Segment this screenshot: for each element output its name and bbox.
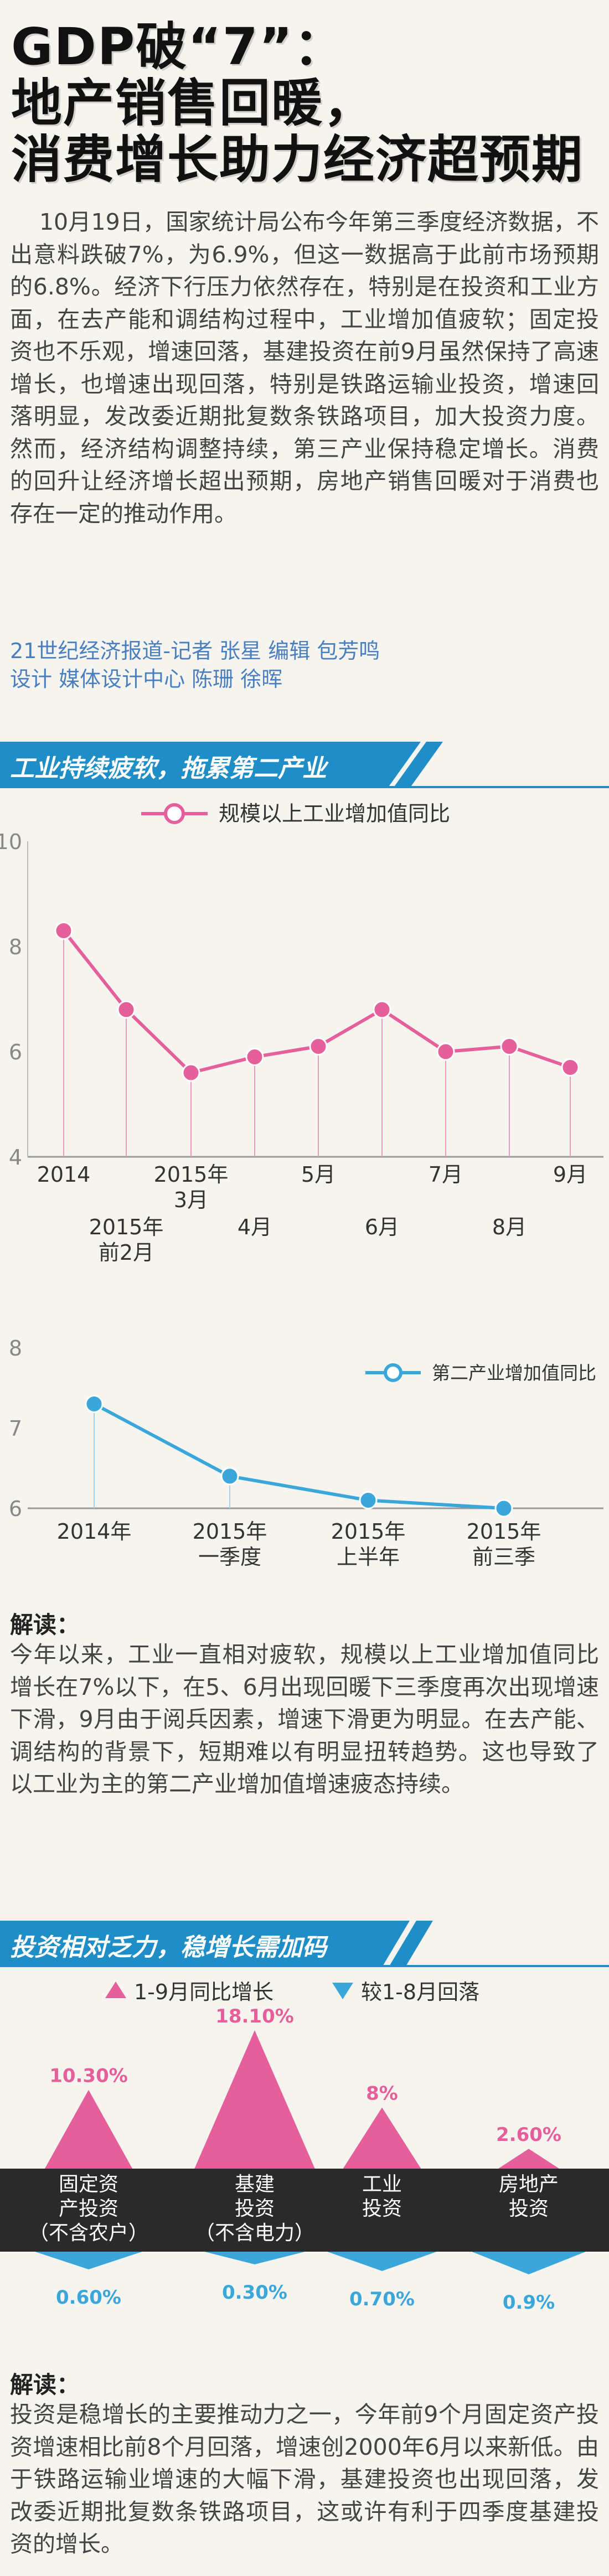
data-point <box>245 1048 264 1066</box>
decline-value-label: 0.70% <box>349 2288 415 2310</box>
growth-value-label: 10.30% <box>49 2065 128 2087</box>
investment-chart: 1-9月同比增长 较1-8月回落 10.30% 18.10% 8% 2.60% 0.60… <box>0 1980 609 2314</box>
section2-reading-label: 解读： <box>10 2371 80 2398</box>
credit-line-2: 设计 媒体设计中心 陈珊 徐晖 <box>10 667 283 691</box>
x-tick-label: 2015年前2月 <box>89 1215 164 1265</box>
title-line-1: GDP破“7”： <box>11 17 346 76</box>
series-line-secondary <box>93 1402 504 1510</box>
intro-paragraph: 10月19日，国家统计局公布今年第三季度经济数据，不出意料跌破7%，为6.9%，… <box>10 209 599 527</box>
category-label: 基建投资（不含电力） <box>195 2173 314 2244</box>
data-point <box>309 1037 328 1056</box>
legend-down-triangle <box>332 1983 353 1999</box>
growth-value-label: 8% <box>366 2083 398 2105</box>
x-tick-label: 2015年前三季 <box>467 1519 541 1569</box>
y-tick-label: 10 <box>0 830 22 854</box>
section2-banner: 投资相对乏力，稳增长需加码 <box>0 1921 609 1967</box>
title-line-3: 消费增长助力经济超预期 <box>11 130 584 189</box>
growth-triangle <box>44 2089 133 2169</box>
title-line-2: 地产销售回暖， <box>11 74 376 133</box>
y-tick-label: 8 <box>9 935 22 959</box>
data-point <box>494 1499 513 1518</box>
section1-reading-label: 解读： <box>10 1611 80 1638</box>
category-bar-background <box>0 2169 609 2252</box>
y-tick-label: 4 <box>9 1145 22 1170</box>
y-tick-label: 6 <box>9 1497 22 1521</box>
x-tick-label: 4月 <box>238 1215 272 1239</box>
y-tick-label: 7 <box>9 1416 22 1441</box>
y-tick-label: 8 <box>9 1336 22 1361</box>
growth-value-label: 2.60% <box>496 2124 561 2146</box>
x-tick-label: 2014 <box>37 1162 91 1187</box>
x-tick-label: 2014年 <box>57 1519 132 1544</box>
x-tick-label: 7月 <box>429 1162 463 1187</box>
x-tick-label: 2015年 3月 <box>154 1162 229 1212</box>
section1-banner-title: 工业持续疲软，拖累第二产业 <box>10 754 327 783</box>
data-point <box>359 1491 378 1509</box>
credit-line-1: 21世纪经济报道-记者 张星 编辑 包芳鸣 <box>10 639 380 663</box>
legend-label: 第二产业增加值同比 <box>432 1362 596 1384</box>
section2-reading-text: 投资是稳增长的主要推动力之一，今年前9个月固定资产投资增速相比前8个月回落，增速… <box>10 2401 599 2557</box>
growth-triangle <box>194 2030 315 2169</box>
x-tick-label: 9月 <box>553 1162 587 1187</box>
y-tick-label: 6 <box>9 1040 22 1064</box>
decline-value-label: 0.30% <box>222 2282 287 2304</box>
secondary-industry-chart: 6 7 8 2014年 2015年一季度 2015年上半年 2015年前三季 第二产业增加… <box>9 1336 603 1569</box>
category-label: 房地产投资 <box>499 2173 559 2220</box>
legend-up-label: 1-9月同比增长 <box>134 1980 273 2004</box>
decline-triangle <box>204 2252 305 2264</box>
data-point <box>117 1000 136 1019</box>
data-point <box>500 1037 519 1056</box>
category-label: 固定资产投资（不含农户） <box>29 2173 148 2244</box>
legend-up-triangle <box>105 1982 126 1998</box>
data-point <box>182 1063 200 1082</box>
legend-down-label: 较1-8月回落 <box>361 1980 479 2004</box>
x-tick-label: 5月 <box>301 1162 336 1187</box>
x-tick-label: 2015年上半年 <box>331 1519 406 1569</box>
growth-triangle <box>343 2107 421 2169</box>
decline-value-label: 0.60% <box>56 2287 121 2309</box>
x-tick-label: 6月 <box>365 1215 399 1239</box>
decline-triangle <box>327 2252 437 2271</box>
data-point <box>561 1058 580 1077</box>
category-label: 工业投资 <box>362 2173 402 2220</box>
x-tick-label: 8月 <box>492 1215 527 1239</box>
decline-triangle <box>35 2252 142 2269</box>
decline-triangle <box>472 2252 586 2274</box>
section1-reading-text: 今年以来，工业一直相对疲软，规模以上工业增加值同比增长在7%以下，在5、6月出现… <box>10 1641 599 1797</box>
decline-value-label: 0.9% <box>503 2291 555 2314</box>
section2-banner-title: 投资相对乏力，稳增长需加码 <box>10 1933 327 1962</box>
data-point <box>220 1467 239 1486</box>
legend-marker <box>164 803 185 824</box>
data-point <box>373 1000 391 1019</box>
growth-value-label: 18.10% <box>215 2005 294 2027</box>
data-point <box>54 922 73 940</box>
data-point <box>436 1042 455 1061</box>
x-tick-label: 2015年一季度 <box>193 1519 267 1569</box>
section1-banner: 工业持续疲软，拖累第二产业 <box>0 742 609 788</box>
data-point <box>85 1395 104 1413</box>
legend-marker <box>384 1363 402 1382</box>
growth-triangle <box>498 2149 559 2169</box>
legend-label: 规模以上工业增加值同比 <box>219 801 450 826</box>
